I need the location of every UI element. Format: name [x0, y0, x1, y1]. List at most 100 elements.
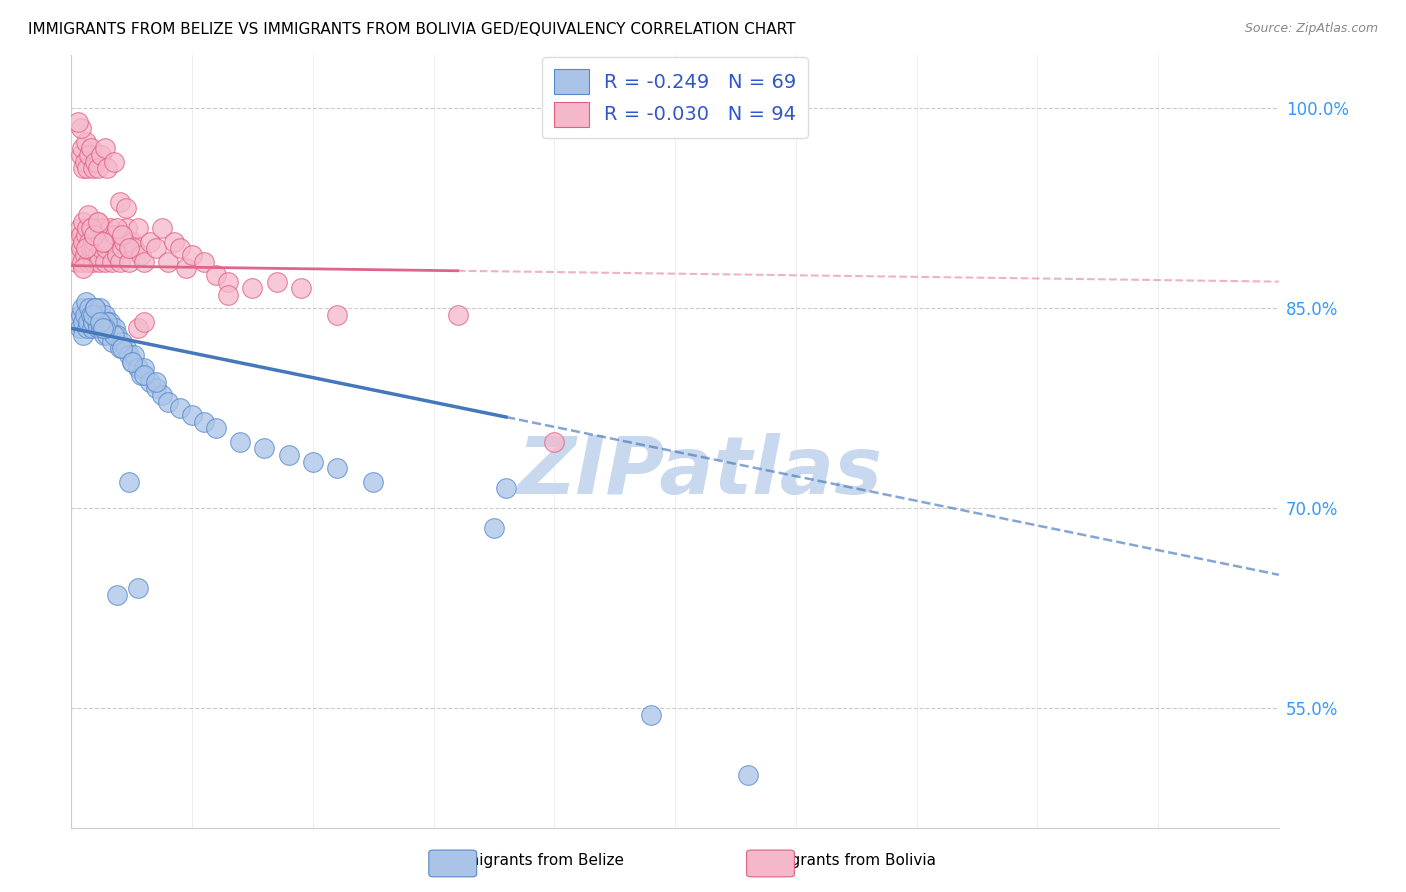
Point [640, 707, 662, 722]
Point [127, 321, 149, 335]
Point [132, 315, 155, 329]
Point [70, 308, 93, 322]
Point [75, 135, 97, 149]
Point [114, 202, 136, 216]
Point [266, 275, 288, 289]
Legend: R = -0.249   N = 69, R = -0.030   N = 94: R = -0.249 N = 69, R = -0.030 N = 94 [541, 57, 808, 138]
Point [82, 235, 104, 249]
Point [79, 301, 101, 316]
Point [326, 461, 349, 475]
Point [156, 394, 179, 409]
Point [108, 194, 131, 209]
Point [66, 248, 89, 262]
Point [73, 154, 96, 169]
Point [72, 161, 94, 176]
Point [73, 308, 96, 322]
Point [101, 334, 124, 349]
Point [145, 241, 167, 255]
Point [181, 408, 204, 422]
Point [87, 227, 110, 242]
Point [114, 341, 136, 355]
Point [79, 221, 101, 235]
Point [101, 254, 124, 268]
Point [361, 475, 384, 489]
Point [104, 321, 127, 335]
Point [70, 254, 93, 268]
Point [193, 254, 215, 268]
Point [77, 254, 100, 268]
Point [67, 115, 90, 129]
Point [111, 241, 134, 255]
Point [98, 315, 121, 329]
Point [108, 254, 131, 268]
Point [89, 235, 111, 249]
Point [105, 588, 128, 602]
Point [84, 154, 107, 169]
Point [129, 248, 152, 262]
Point [127, 361, 149, 376]
Point [73, 248, 96, 262]
Point [169, 401, 191, 416]
Point [94, 308, 117, 322]
Point [242, 281, 264, 295]
Point [70, 148, 93, 162]
Point [72, 235, 94, 249]
Point [89, 301, 111, 316]
Point [229, 434, 252, 449]
Point [80, 321, 103, 335]
Point [150, 388, 173, 402]
Point [84, 301, 107, 316]
Point [94, 321, 117, 335]
Point [105, 221, 128, 235]
Point [82, 161, 104, 176]
Point [93, 235, 115, 249]
Point [127, 221, 149, 235]
Point [84, 235, 107, 249]
Point [482, 521, 505, 535]
Text: ZIPatlas: ZIPatlas [517, 434, 882, 511]
Point [67, 235, 90, 249]
Point [86, 215, 108, 229]
Point [96, 315, 118, 329]
Point [132, 368, 155, 382]
Point [447, 308, 470, 322]
Point [72, 261, 94, 276]
Point [150, 221, 173, 235]
Point [169, 241, 191, 255]
Point [129, 368, 152, 382]
Point [75, 227, 97, 242]
Point [91, 235, 114, 249]
Point [205, 268, 228, 282]
Point [70, 141, 93, 155]
Point [543, 434, 565, 449]
Point [90, 148, 112, 162]
Point [80, 221, 103, 235]
Point [69, 321, 91, 335]
Point [76, 321, 98, 335]
Point [138, 375, 160, 389]
Point [105, 248, 128, 262]
Point [82, 315, 104, 329]
Point [495, 481, 517, 495]
Point [111, 341, 134, 355]
Point [132, 361, 155, 376]
Point [121, 235, 143, 249]
Point [84, 301, 107, 316]
Point [90, 321, 112, 335]
Point [79, 241, 101, 255]
Point [89, 315, 111, 329]
Point [96, 241, 118, 255]
Point [132, 254, 155, 268]
Point [326, 308, 349, 322]
Point [193, 415, 215, 429]
Point [181, 248, 204, 262]
Text: Immigrants from Belize: Immigrants from Belize [444, 854, 624, 868]
Point [70, 227, 93, 242]
Point [217, 275, 239, 289]
Point [96, 161, 118, 176]
Point [70, 301, 93, 316]
Point [96, 235, 118, 249]
Point [87, 321, 110, 335]
Point [83, 227, 105, 242]
Point [87, 161, 110, 176]
